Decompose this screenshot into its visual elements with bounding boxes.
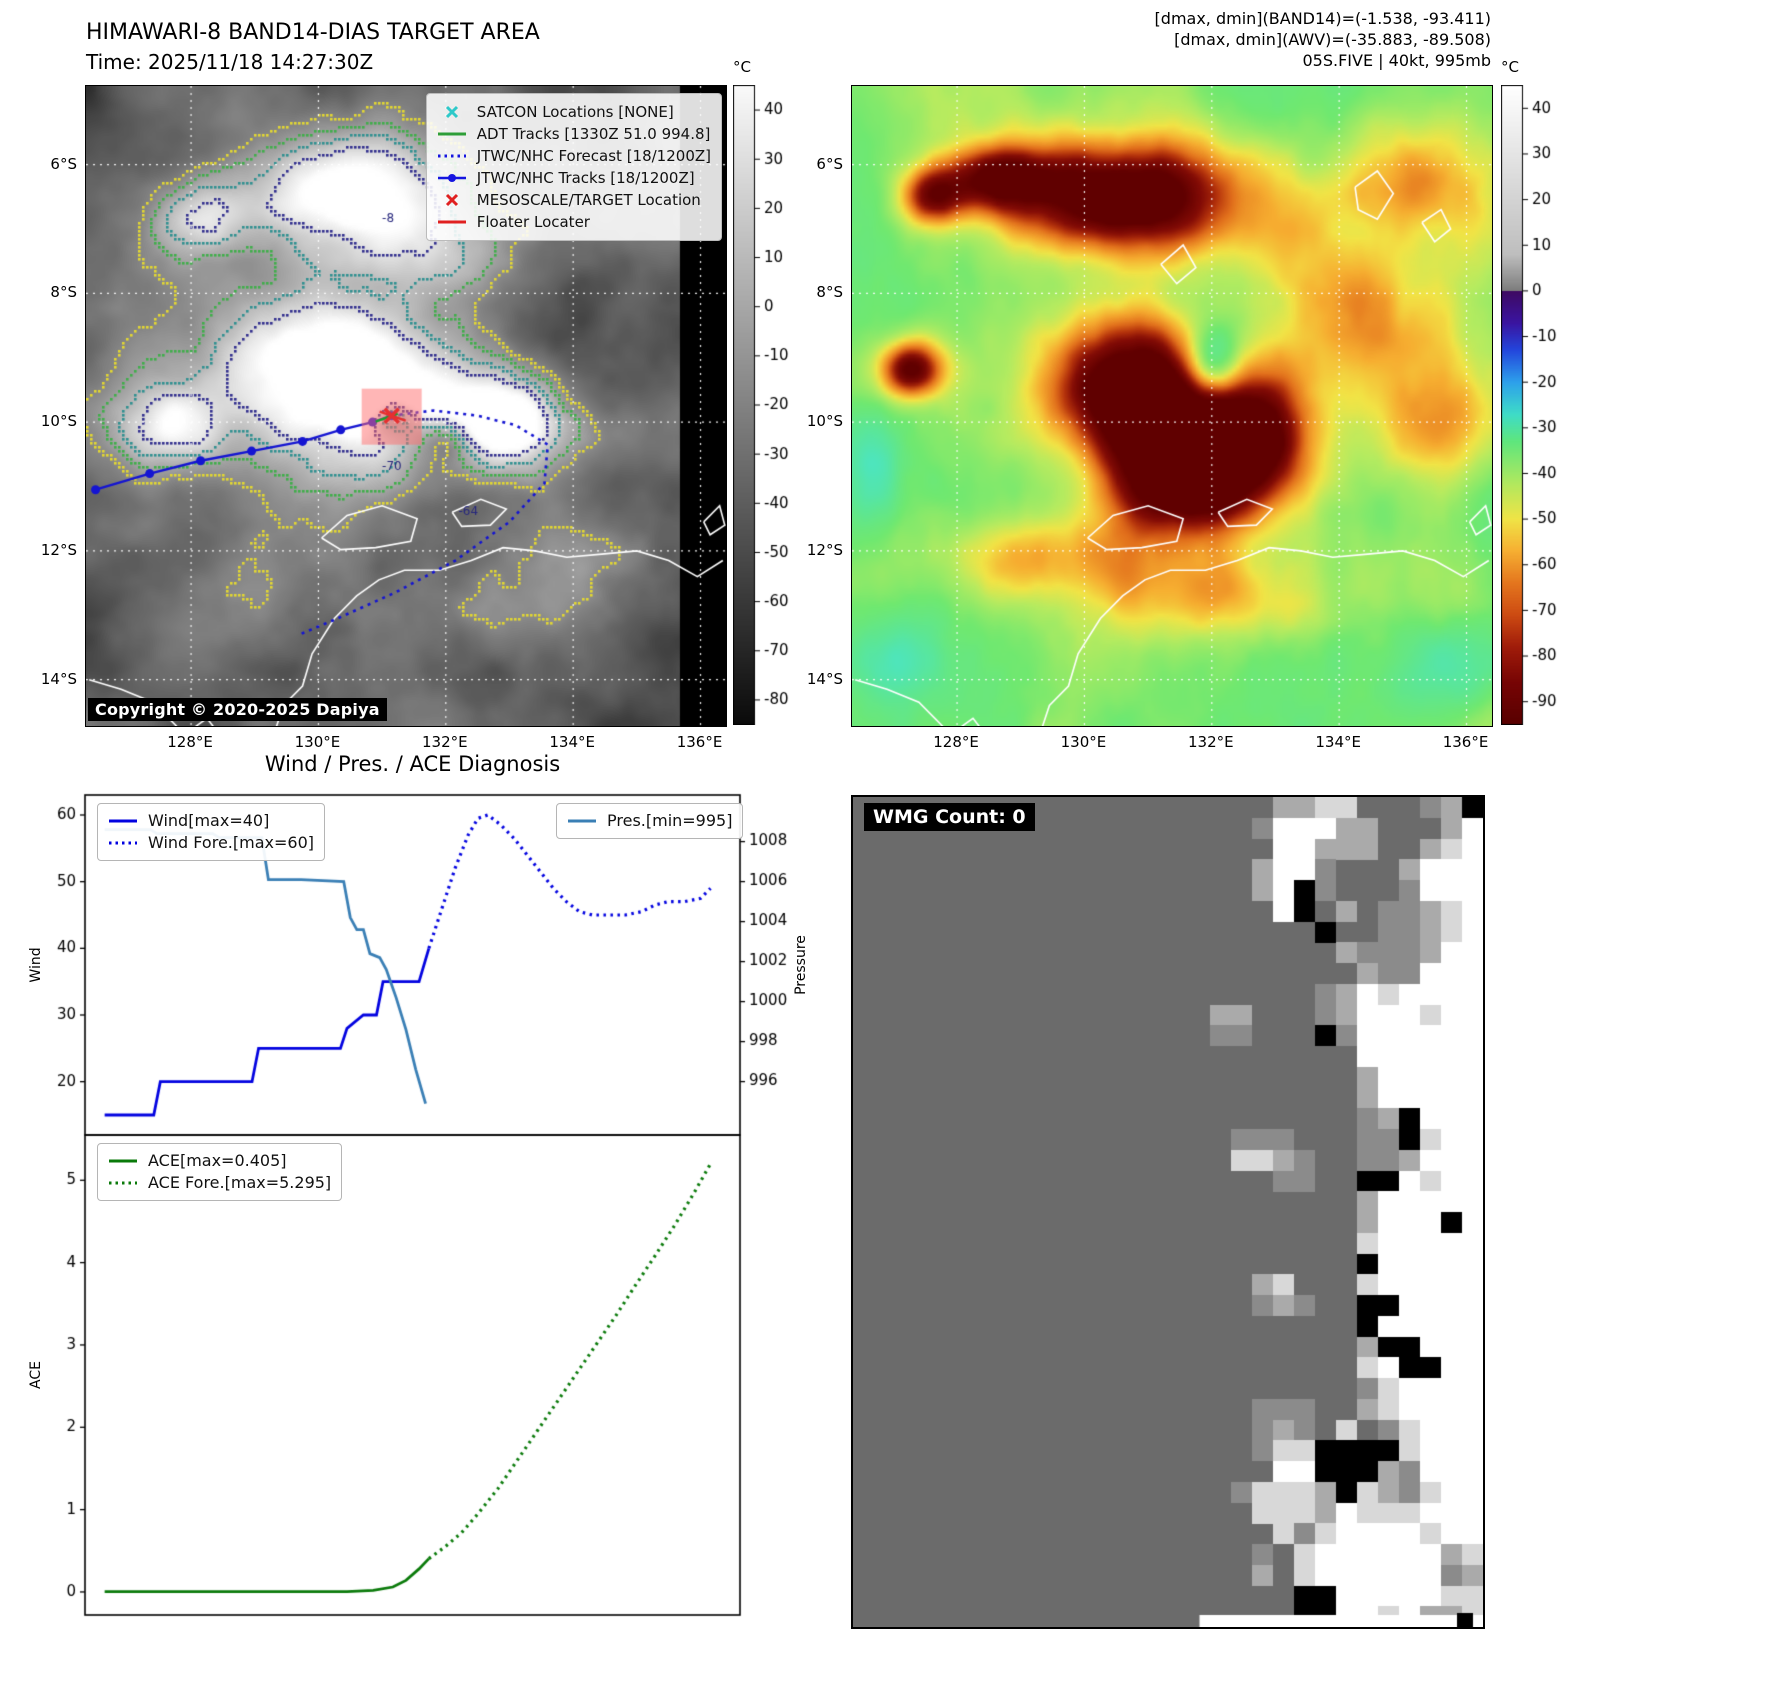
axis-tick-label: 10°S <box>806 412 843 431</box>
legend-item-label: JTWC/NHC Forecast [18/1200Z] <box>476 147 711 165</box>
band14-title: HIMAWARI-8 BAND14-DIAS TARGET AREA <box>86 20 540 45</box>
dotted-legend-icon <box>108 1176 140 1190</box>
axis-tick-label: 6°S <box>50 154 77 173</box>
wmg-count-label: WMG Count: 0 <box>864 803 1035 831</box>
awv-header-line: [dmax, dmin](BAND14)=(-1.538, -93.411) <box>1154 9 1491 28</box>
legend-item-label: ACE Fore.[max=5.295] <box>148 1173 332 1192</box>
axis-tick-label: 128°E <box>167 733 213 751</box>
wind-legend: Wind[max=40] Wind Fore.[max=60] <box>97 803 325 861</box>
legend-item-label: JTWC/NHC Tracks [18/1200Z] <box>476 169 695 187</box>
legend-item: ACE Fore.[max=5.295] <box>108 1172 331 1194</box>
axis-tick-label: 134°E <box>549 733 595 751</box>
wind-axis-label: Wind <box>28 947 44 983</box>
axis-tick-label: 6°S <box>816 154 843 173</box>
awv-colorbar-unit-label: °C <box>1501 58 1519 76</box>
axis-tick-label: 8°S <box>50 283 77 302</box>
axis-tick-label: 130°E <box>1060 733 1107 751</box>
axis-tick-label: 10°S <box>40 412 77 431</box>
pressure-legend: Pres.[min=995] <box>556 803 744 839</box>
dotted-legend-icon <box>437 149 469 163</box>
legend-item: SATCON Locations [NONE] <box>437 101 711 123</box>
legend-item-label: Floater Locater <box>476 213 590 231</box>
band14-colorbar <box>733 85 803 725</box>
awv-satellite-image <box>851 85 1493 727</box>
line-dot-legend-icon <box>437 171 469 185</box>
legend-item: ACE[max=0.405] <box>108 1150 331 1172</box>
awv-colorbar <box>1501 85 1571 725</box>
awv-header-line: 05S.FIVE | 40kt, 995mb <box>1302 51 1492 70</box>
legend-item-label: ACE[max=0.405] <box>148 1151 287 1170</box>
legend-item: ADT Tracks [1330Z 51.0 994.8] <box>437 123 711 145</box>
band14-colorbar-unit-label: °C <box>733 58 751 76</box>
legend-item-label: MESOSCALE/TARGET Location <box>476 191 701 209</box>
wmg-image <box>851 795 1485 1629</box>
legend-item: MESOSCALE/TARGET Location <box>437 189 711 211</box>
axis-tick-label: 130°E <box>294 733 341 751</box>
legend-item-label: Wind Fore.[max=60] <box>148 833 314 852</box>
legend-item-label: SATCON Locations [NONE] <box>476 103 674 121</box>
legend-item-label: ADT Tracks [1330Z 51.0 994.8] <box>476 125 711 143</box>
x-legend-icon <box>437 105 469 119</box>
ace-axis-label: ACE <box>28 1361 44 1389</box>
legend-item: Wind[max=40] <box>108 810 314 832</box>
awv-header: [dmax, dmin](BAND14)=(-1.538, -93.411) [d… <box>1155 8 1491 71</box>
axis-tick-label: 132°E <box>421 733 468 751</box>
axis-tick-label: 8°S <box>816 283 843 302</box>
legend-item: JTWC/NHC Tracks [18/1200Z] <box>437 167 711 189</box>
line-legend-icon <box>108 814 140 828</box>
copyright-watermark: Copyright © 2020-2025 Dapiya <box>88 698 387 721</box>
x-legend-icon <box>437 193 469 207</box>
ace-legend: ACE[max=0.405] ACE Fore.[max=5.295] <box>97 1143 343 1201</box>
line-legend-icon <box>567 814 599 828</box>
awv-header-line: [dmax, dmin](AWV)=(-35.883, -89.508) <box>1174 30 1491 49</box>
band14-time-label: Time: 2025/11/18 14:27:30Z <box>86 50 374 74</box>
line-legend-icon <box>437 127 469 141</box>
pressure-axis-label: Pressure <box>793 935 809 995</box>
axis-tick-label: 12°S <box>40 540 77 559</box>
dotted-legend-icon <box>108 836 140 850</box>
legend-item-label: Wind[max=40] <box>148 811 270 830</box>
axis-tick-label: 14°S <box>806 669 843 688</box>
axis-tick-label: 132°E <box>1187 733 1234 751</box>
legend-item: Pres.[min=995] <box>567 810 732 832</box>
legend-item: Wind Fore.[max=60] <box>108 832 314 854</box>
axis-tick-label: 14°S <box>40 669 77 688</box>
legend-item: JTWC/NHC Forecast [18/1200Z] <box>437 145 711 167</box>
axis-tick-label: 134°E <box>1315 733 1361 751</box>
legend-item-label: Pres.[min=995] <box>607 811 733 830</box>
axis-tick-label: 12°S <box>806 540 843 559</box>
band14-map-legend: SATCON Locations [NONE] ADT Tracks [1330Z… <box>425 93 722 241</box>
line-legend-icon <box>108 1154 140 1168</box>
line-legend-icon <box>437 215 469 229</box>
axis-tick-label: 136°E <box>1442 733 1489 751</box>
axis-tick-label: 136°E <box>676 733 723 751</box>
axis-tick-label: 128°E <box>933 733 979 751</box>
legend-item: Floater Locater <box>437 211 711 233</box>
